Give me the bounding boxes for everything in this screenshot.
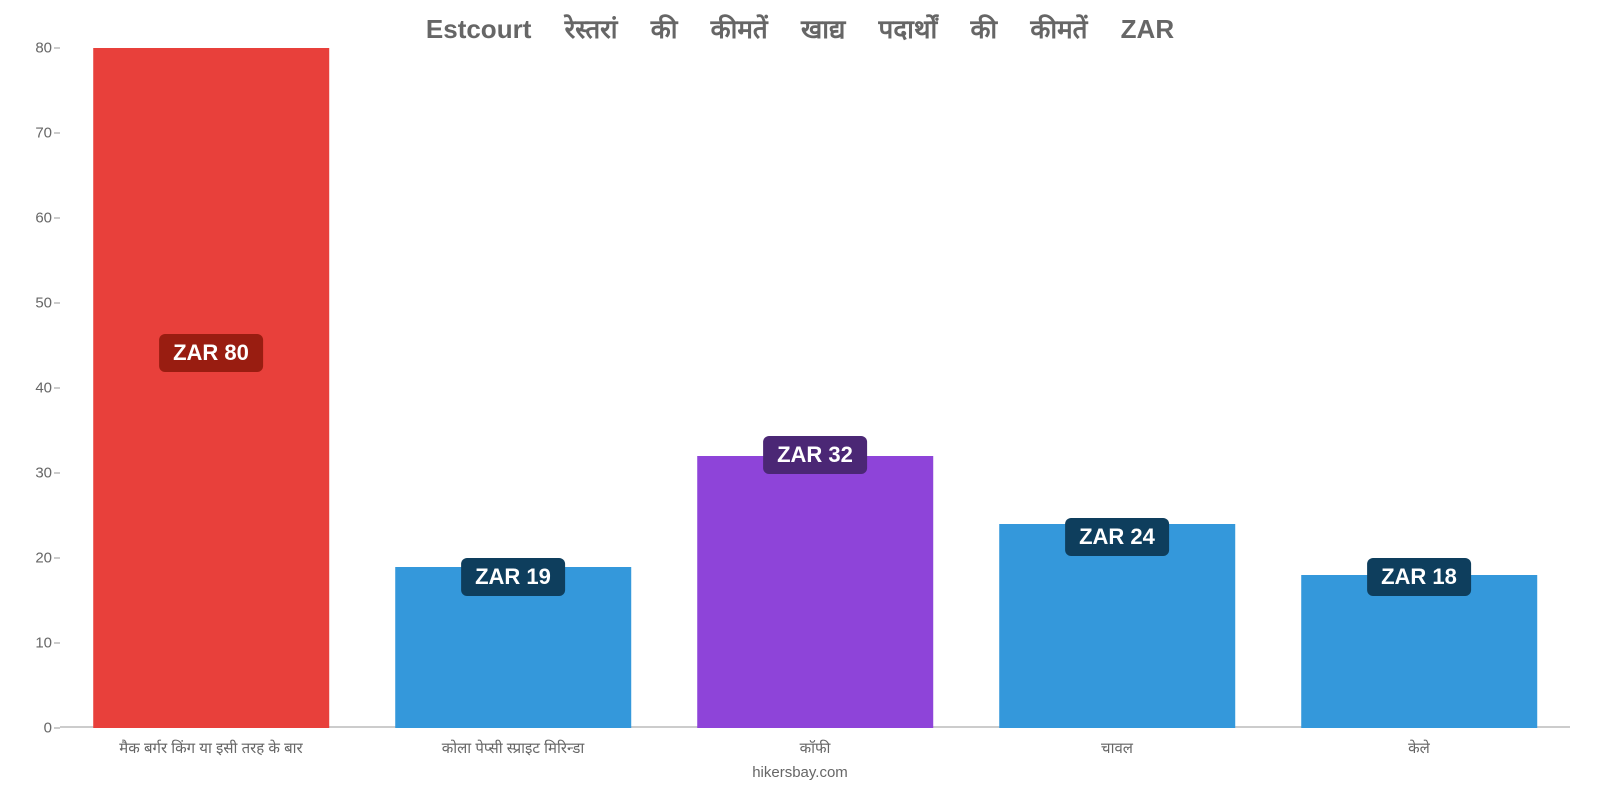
value-label: ZAR 24 bbox=[1065, 518, 1169, 556]
value-label: ZAR 80 bbox=[159, 334, 263, 372]
category-label: कॉफी bbox=[800, 738, 831, 758]
y-tick-mark bbox=[54, 557, 60, 559]
y-tick-label: 40 bbox=[35, 380, 52, 397]
price-bar-chart: Estcourt रेस्तरां की कीमतें खाद्य पदार्थ… bbox=[0, 0, 1600, 800]
bar bbox=[93, 48, 329, 728]
category-label: चावल bbox=[1101, 738, 1133, 758]
y-tick-mark bbox=[54, 642, 60, 644]
category-label: मैक बर्गर किंग या इसी तरह के बार bbox=[119, 738, 302, 758]
bars-container: ZAR 80मैक बर्गर किंग या इसी तरह के बारZA… bbox=[60, 48, 1570, 728]
y-tick-mark bbox=[54, 302, 60, 304]
bar-slot: ZAR 18केले bbox=[1268, 48, 1570, 728]
y-tick-label: 60 bbox=[35, 210, 52, 227]
y-tick-label: 10 bbox=[35, 635, 52, 652]
y-tick-label: 30 bbox=[35, 465, 52, 482]
chart-title: Estcourt रेस्तरां की कीमतें खाद्य पदार्थ… bbox=[0, 10, 1600, 46]
y-tick-mark bbox=[54, 132, 60, 134]
y-tick-mark bbox=[54, 727, 60, 729]
y-tick-mark bbox=[54, 387, 60, 389]
y-tick-label: 80 bbox=[35, 40, 52, 57]
bar-slot: ZAR 24चावल bbox=[966, 48, 1268, 728]
bar bbox=[697, 456, 933, 728]
plot-area: ZAR 80मैक बर्गर किंग या इसी तरह के बारZA… bbox=[60, 48, 1570, 728]
source-attribution: hikersbay.com bbox=[0, 764, 1600, 781]
y-tick-label: 0 bbox=[44, 720, 52, 737]
bar bbox=[1301, 575, 1537, 728]
y-tick-mark bbox=[54, 472, 60, 474]
category-label: केले bbox=[1408, 738, 1430, 758]
bar-slot: ZAR 80मैक बर्गर किंग या इसी तरह के बार bbox=[60, 48, 362, 728]
bar-slot: ZAR 19कोला पेप्सी स्प्राइट मिरिन्डा bbox=[362, 48, 664, 728]
value-label: ZAR 18 bbox=[1367, 558, 1471, 596]
value-label: ZAR 19 bbox=[461, 558, 565, 596]
category-label: कोला पेप्सी स्प्राइट मिरिन्डा bbox=[442, 738, 585, 758]
y-tick-mark bbox=[54, 217, 60, 219]
y-tick-label: 50 bbox=[35, 295, 52, 312]
y-tick-mark bbox=[54, 47, 60, 49]
y-tick-label: 20 bbox=[35, 550, 52, 567]
bar-slot: ZAR 32कॉफी bbox=[664, 48, 966, 728]
value-label: ZAR 32 bbox=[763, 436, 867, 474]
y-tick-label: 70 bbox=[35, 125, 52, 142]
